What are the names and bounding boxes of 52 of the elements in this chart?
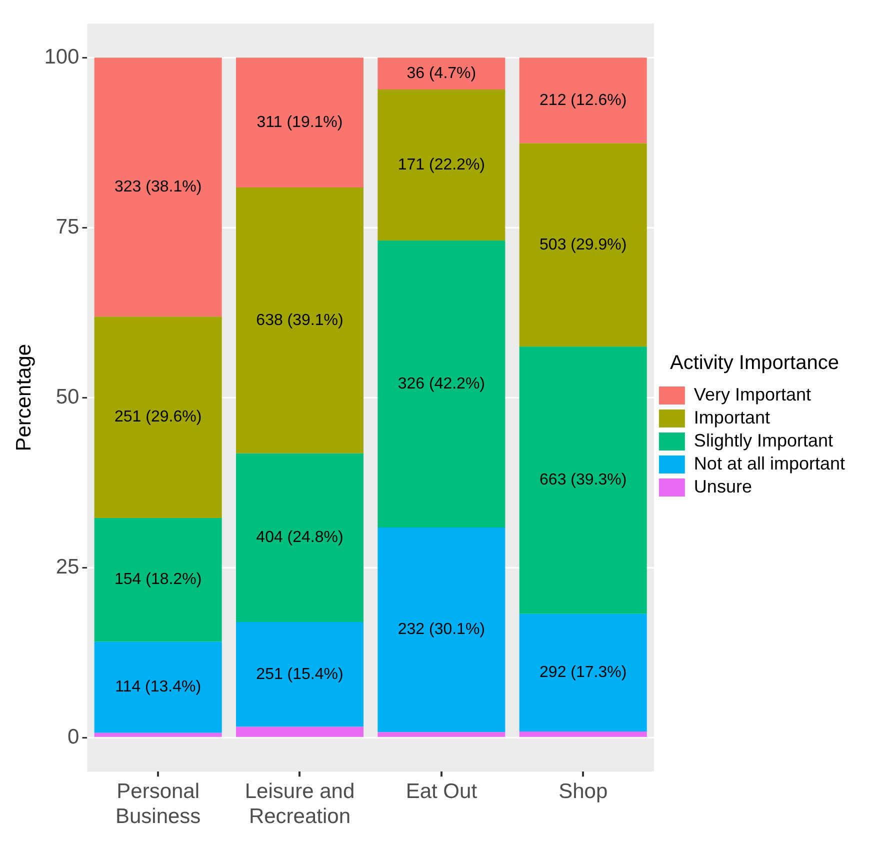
bar bbox=[94, 732, 222, 737]
legend-label: Important bbox=[694, 407, 770, 428]
bar bbox=[378, 58, 506, 90]
data-label: 232 (30.1%) bbox=[398, 621, 486, 638]
legend-label: Unsure bbox=[694, 476, 752, 496]
bar bbox=[94, 316, 222, 518]
x-tick-label: Personal Business bbox=[115, 780, 201, 828]
data-label: 503 (29.9%) bbox=[540, 236, 627, 254]
y-tick-label: 75 bbox=[56, 215, 80, 238]
data-label: 171 (22.2%) bbox=[398, 156, 486, 174]
bar bbox=[519, 346, 647, 614]
bar bbox=[94, 518, 222, 642]
bar bbox=[94, 58, 222, 317]
bar bbox=[236, 58, 364, 188]
x-tick-label: Eat Out bbox=[406, 780, 478, 803]
bar bbox=[236, 187, 364, 454]
bar bbox=[236, 622, 364, 727]
bar bbox=[236, 726, 364, 737]
bar bbox=[519, 143, 647, 347]
y-tick-label: 0 bbox=[68, 725, 80, 748]
data-label: 663 (39.3%) bbox=[540, 472, 627, 489]
bar bbox=[519, 58, 647, 144]
bar bbox=[378, 240, 506, 528]
data-label: 212 (12.6%) bbox=[540, 92, 627, 109]
data-label: 326 (42.2%) bbox=[398, 375, 486, 392]
data-label: 638 (39.1%) bbox=[256, 312, 344, 329]
data-label: 292 (17.3%) bbox=[540, 664, 627, 682]
bar bbox=[519, 614, 647, 732]
y-tick-label: 25 bbox=[56, 555, 80, 578]
x-tick-label: Shop bbox=[558, 780, 608, 803]
bar bbox=[378, 732, 506, 737]
data-label: 36 (4.7%) bbox=[406, 64, 476, 82]
legend-title: Activity Importance bbox=[670, 352, 839, 374]
y-tick-label: 100 bbox=[44, 45, 80, 68]
y-axis-title: Percentage bbox=[12, 344, 36, 452]
data-label: 251 (15.4%) bbox=[256, 666, 344, 683]
data-label: 154 (18.2%) bbox=[114, 571, 202, 588]
bar bbox=[236, 453, 364, 622]
data-label: 251 (29.6%) bbox=[114, 408, 202, 426]
legend-label: Not at all important bbox=[694, 453, 846, 474]
x-tick-label: Leisure and Recreation bbox=[244, 780, 355, 828]
data-label: 114 (13.4%) bbox=[115, 678, 202, 696]
data-label: 323 (38.1%) bbox=[114, 178, 202, 196]
bar bbox=[519, 731, 647, 737]
data-label: 311 (19.1%) bbox=[256, 114, 343, 131]
legend-label: Slightly Important bbox=[694, 430, 833, 450]
bar bbox=[378, 90, 506, 241]
y-tick-label: 50 bbox=[56, 385, 80, 408]
bar bbox=[94, 642, 222, 733]
legend-label: Very Important bbox=[694, 384, 811, 404]
data-label: 404 (24.8%) bbox=[256, 529, 344, 546]
bar bbox=[378, 527, 506, 732]
